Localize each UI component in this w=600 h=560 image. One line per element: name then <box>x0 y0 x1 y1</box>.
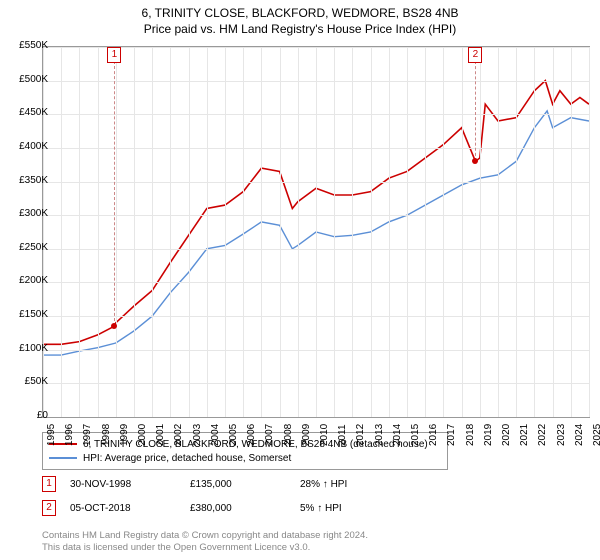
x-axis-label: 2000 <box>137 424 148 446</box>
x-axis-label: 2017 <box>446 424 457 446</box>
chart-container: 6, TRINITY CLOSE, BLACKFORD, WEDMORE, BS… <box>0 0 600 560</box>
title-address: 6, TRINITY CLOSE, BLACKFORD, WEDMORE, BS… <box>0 6 600 20</box>
y-axis-label: £500K <box>4 74 48 85</box>
x-axis-label: 2005 <box>228 424 239 446</box>
sale-delta-2: 5% ↑ HPI <box>300 503 342 514</box>
x-axis-label: 1996 <box>64 424 75 446</box>
x-axis-label: 2007 <box>264 424 275 446</box>
x-axis-label: 2018 <box>465 424 476 446</box>
sale-date-1: 30-NOV-1998 <box>70 479 190 490</box>
x-axis-label: 2025 <box>592 424 600 446</box>
y-axis-label: £250K <box>4 242 48 253</box>
y-axis-label: £550K <box>4 40 48 51</box>
x-axis-label: 2013 <box>374 424 385 446</box>
legend-row-hpi: HPI: Average price, detached house, Some… <box>49 451 441 465</box>
x-axis-label: 2021 <box>519 424 530 446</box>
x-axis-label: 2016 <box>428 424 439 446</box>
y-axis-label: £50K <box>4 376 48 387</box>
y-axis-label: £0 <box>4 410 48 421</box>
x-axis-label: 2012 <box>355 424 366 446</box>
x-axis-label: 2008 <box>283 424 294 446</box>
y-axis-label: £400K <box>4 141 48 152</box>
sale-row-1: 1 30-NOV-1998 £135,000 28% ↑ HPI <box>42 476 347 492</box>
x-axis-label: 2023 <box>556 424 567 446</box>
sale-row-2: 2 05-OCT-2018 £380,000 5% ↑ HPI <box>42 500 342 516</box>
title-subtitle: Price paid vs. HM Land Registry's House … <box>0 22 600 36</box>
x-axis-label: 2020 <box>501 424 512 446</box>
x-axis-label: 2014 <box>392 424 403 446</box>
x-axis-label: 2002 <box>173 424 184 446</box>
x-axis-label: 2022 <box>537 424 548 446</box>
x-axis-label: 2009 <box>301 424 312 446</box>
y-axis-label: £200K <box>4 275 48 286</box>
x-axis-label: 2004 <box>210 424 221 446</box>
sale-marker-1: 1 <box>42 476 56 492</box>
x-axis-label: 2011 <box>337 424 348 446</box>
legend-swatch-hpi <box>49 457 77 459</box>
x-axis-label: 1998 <box>101 424 112 446</box>
chart-marker-1: 1 <box>107 47 121 63</box>
footer-attribution: Contains HM Land Registry data © Crown c… <box>42 530 368 554</box>
y-axis-label: £150K <box>4 309 48 320</box>
footer-line-1: Contains HM Land Registry data © Crown c… <box>42 530 368 542</box>
x-axis-label: 2024 <box>574 424 585 446</box>
x-axis-label: 2001 <box>155 424 166 446</box>
chart-plot-area: 12 <box>42 46 590 418</box>
sale-price-2: £380,000 <box>190 503 300 514</box>
sale-price-1: £135,000 <box>190 479 300 490</box>
x-axis-label: 2015 <box>410 424 421 446</box>
footer-line-2: This data is licensed under the Open Gov… <box>42 542 368 554</box>
sale-delta-1: 28% ↑ HPI <box>300 479 347 490</box>
x-axis-label: 1999 <box>119 424 130 446</box>
y-axis-label: £350K <box>4 175 48 186</box>
x-axis-label: 1995 <box>46 424 57 446</box>
x-axis-label: 2010 <box>319 424 330 446</box>
y-axis-label: £100K <box>4 343 48 354</box>
x-axis-label: 2019 <box>483 424 494 446</box>
x-axis-label: 2006 <box>246 424 257 446</box>
chart-marker-2: 2 <box>468 47 482 63</box>
y-axis-label: £450K <box>4 107 48 118</box>
x-axis-label: 1997 <box>82 424 93 446</box>
legend-label-hpi: HPI: Average price, detached house, Some… <box>83 453 291 464</box>
titles: 6, TRINITY CLOSE, BLACKFORD, WEDMORE, BS… <box>0 0 600 36</box>
sale-marker-2: 2 <box>42 500 56 516</box>
x-axis-label: 2003 <box>192 424 203 446</box>
y-axis-label: £300K <box>4 208 48 219</box>
sale-date-2: 05-OCT-2018 <box>70 503 190 514</box>
